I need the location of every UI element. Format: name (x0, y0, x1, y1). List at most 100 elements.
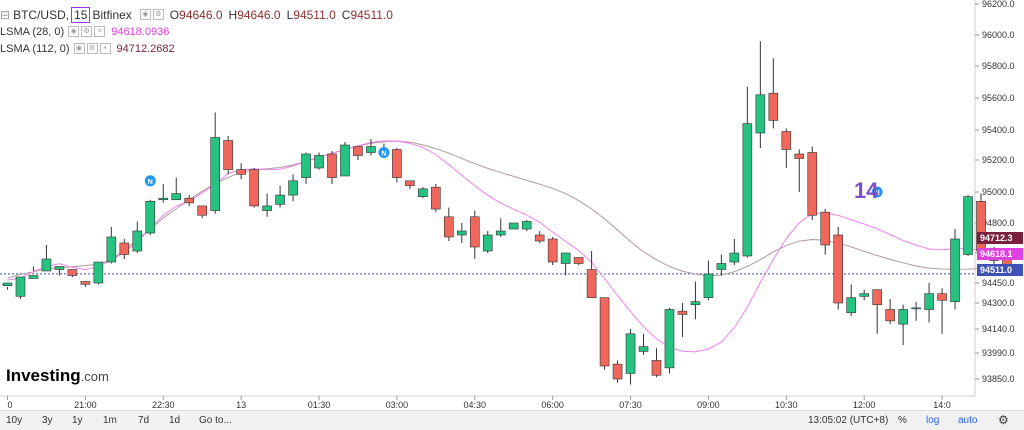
candle-body (236, 169, 246, 175)
time-tick-label: 14:0 (933, 400, 951, 410)
price-tick-label: 95200.0 (982, 155, 1015, 165)
close-icon[interactable]: × (99, 43, 111, 54)
candle-body (28, 275, 39, 279)
close-label: C (341, 7, 351, 22)
candle-body (768, 92, 779, 121)
candle-body (833, 234, 844, 304)
eye-icon[interactable]: ◉ (139, 9, 151, 20)
indicator-value: 94618.0936 (111, 25, 170, 38)
settings-gear-icon[interactable]: ⚙ (998, 413, 1009, 427)
indicator-label: LSMA (28, 0) (0, 25, 65, 38)
candle-body (508, 222, 519, 230)
indicator-row-lsma112: LSMA (112, 0) ◉ ⚙ × 94712.2682 (0, 40, 399, 57)
candle-body (638, 346, 649, 352)
price-tick-label: 94450.0 (982, 278, 1015, 288)
indicator-label: LSMA (112, 0) (0, 42, 70, 55)
percent-toggle[interactable]: % (898, 415, 907, 426)
candle-body (716, 263, 727, 270)
candle-body (314, 155, 324, 169)
lsma-28-line (7, 140, 1008, 353)
candle-body (534, 234, 545, 242)
candle-body (742, 123, 753, 257)
candle-body (495, 230, 506, 236)
price-badge-label: 94618.1 (980, 249, 1013, 259)
price-badge (977, 264, 1023, 276)
log-toggle[interactable]: log (926, 415, 940, 426)
range-1y-button[interactable]: 1y (72, 415, 83, 426)
candle-body (171, 193, 182, 201)
range-10y-button[interactable]: 10y (6, 415, 23, 426)
candle-body (859, 293, 869, 297)
candle-body (612, 363, 623, 380)
price-tick-label: 93990.0 (982, 348, 1015, 358)
time-tick-label: 12:00 (853, 400, 876, 410)
settings-icon[interactable]: ⚙ (86, 43, 98, 54)
candle-body (41, 258, 52, 272)
price-tick-label: 94140.0 (982, 324, 1015, 334)
eye-icon[interactable]: ◉ (68, 26, 80, 37)
candle-body (301, 153, 311, 178)
exchange-name: Bitfinex (92, 7, 132, 22)
candle-body (573, 257, 584, 264)
high-value: 94646.0 (237, 7, 281, 22)
candle-body (145, 201, 156, 234)
settings-icon[interactable]: ⚙ (152, 9, 164, 20)
candle-body (158, 197, 169, 201)
price-badge (977, 248, 1023, 260)
price-tick-label: 94800.0 (982, 218, 1015, 228)
news-marker-icon (144, 175, 156, 187)
candle-body (547, 238, 558, 263)
news-marker-letter: N (875, 190, 880, 197)
candle-body (898, 309, 908, 325)
indicator-value: 94712.2682 (116, 42, 175, 55)
candle-body (729, 252, 740, 263)
candle-body (106, 236, 117, 263)
high-label: H (228, 7, 238, 22)
candle-body (755, 94, 766, 134)
candle-body (15, 276, 26, 297)
close-value: 94511.0 (350, 7, 393, 22)
candle-body (794, 153, 805, 159)
time-tick-label: 03:00 (386, 400, 409, 410)
range-3y-button[interactable]: 3y (42, 415, 53, 426)
candle-body (275, 194, 285, 205)
candle-body (469, 216, 480, 248)
candle-body (418, 188, 428, 197)
price-tick-label: 95000.0 (982, 187, 1015, 197)
close-icon[interactable]: × (94, 26, 106, 37)
price-tick-label: 94300.0 (982, 298, 1015, 308)
candle-body (872, 289, 882, 305)
candle-body (197, 205, 207, 216)
price-tick-label: 93850.0 (982, 374, 1015, 384)
price-badge-label: 94511.0 (980, 265, 1012, 275)
candle-body (560, 252, 571, 264)
time-tick-label: 0 (8, 400, 13, 410)
collapse-icon[interactable]: ⊟ (0, 7, 11, 22)
auto-toggle[interactable]: auto (958, 415, 978, 426)
news-marker-letter: N (381, 151, 386, 158)
chart-legend: ⊟ BTC/USD, 15 Bitfinex ◉ ⚙ O 94646.0 H 946… (0, 6, 399, 57)
candle-body (846, 297, 857, 314)
eye-icon[interactable]: ◉ (73, 43, 85, 54)
range-1d-button[interactable]: 1d (169, 415, 181, 426)
candle-body (651, 360, 662, 376)
range-7d-button[interactable]: 7d (138, 415, 150, 426)
candle-body (807, 152, 818, 216)
candle-body (327, 153, 337, 178)
candle-body (67, 269, 78, 276)
interval-box[interactable]: 15 (71, 6, 91, 23)
annotation-label: 14 (854, 178, 879, 203)
price-tick-label: 96000.0 (982, 30, 1015, 40)
candle-body (132, 230, 143, 252)
range-1m-button[interactable]: 1m (103, 415, 117, 426)
low-value: 94511.0 (293, 7, 336, 22)
settings-icon[interactable]: ⚙ (81, 26, 93, 37)
candle-body (924, 293, 934, 310)
candle-body (690, 301, 701, 305)
goto-button[interactable]: Go to... (199, 415, 232, 426)
candle-body (80, 281, 91, 285)
candle-body (625, 333, 636, 374)
candle-body (366, 146, 376, 153)
candle-body (781, 131, 792, 150)
